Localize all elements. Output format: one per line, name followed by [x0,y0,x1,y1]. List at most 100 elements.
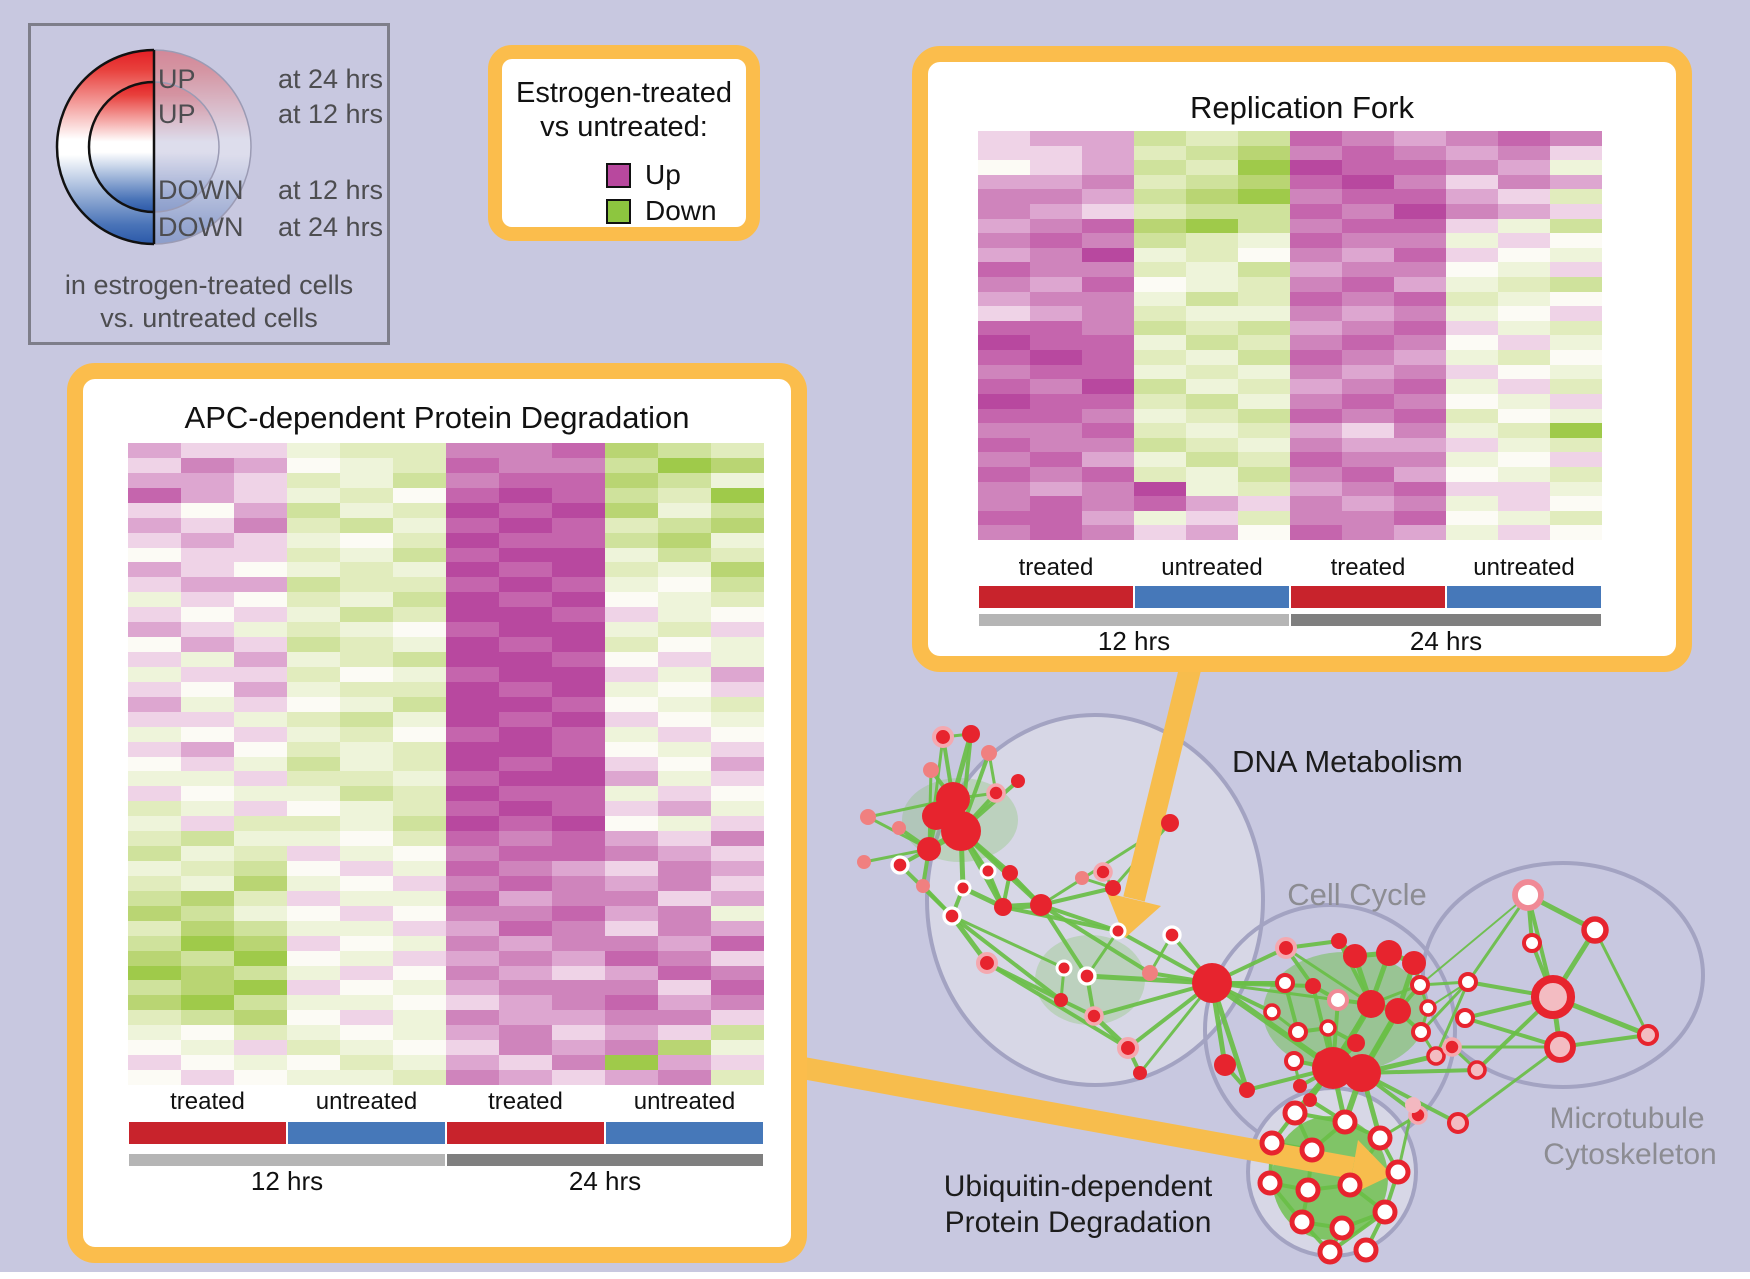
heatmap-cell [1498,452,1550,467]
heatmap-cell [658,1070,711,1085]
heatmap-cell [1446,437,1498,453]
heatmap-cell [1498,423,1550,438]
heatmap-cell [287,607,340,623]
heatmap-cell [978,525,1030,540]
heatmap-cell [1342,291,1394,307]
heatmap-cell [181,607,234,623]
heatmap-cell [1238,320,1290,336]
heatmap-cell [393,801,446,817]
heatmap-cell [128,1025,181,1041]
heatmap-cell [605,652,658,667]
heatmap-cell [1290,379,1342,394]
heatmap-cell [711,652,764,667]
heatmap-cell [552,487,605,503]
apc-time-label: 24 hrs [568,1166,642,1196]
rf-panel-title: Replication Fork [1190,90,1414,125]
heatmap-cell [1550,247,1602,263]
heatmap-cell [1030,525,1082,540]
heatmap-cell [1550,277,1602,292]
heatmap-cell [234,517,287,533]
heatmap-cell [1082,145,1134,161]
heatmap-cell [552,532,605,548]
heatmap-cell [234,443,287,458]
heatmap-cell [181,1040,234,1056]
heatmap-cell [446,1055,499,1071]
heatmap-cell [1134,218,1186,234]
heatmap-cell [711,756,764,772]
heatmap-cell [1134,320,1186,336]
heatmap-cell [711,547,764,563]
heatmap-cell [658,965,711,981]
heatmap-cell [658,502,711,518]
heatmap-cell [1238,218,1290,234]
heatmap-cell [552,920,605,936]
heatmap-cell [181,637,234,653]
heatmap-cell [658,472,711,488]
heatmap-cell [1446,218,1498,234]
heatmap-cell [1134,204,1186,219]
heatmap-cell [1238,204,1290,219]
heatmap-cell [605,950,658,966]
heatmap-cell [711,696,764,712]
heatmap-cell [605,517,658,533]
heatmap-cell [1394,320,1446,336]
heatmap-cell [499,577,552,593]
heatmap-cell [287,905,340,921]
heatmap-cell [128,637,181,653]
heatmap-cell [978,350,1030,365]
network-node [1411,1022,1431,1042]
rf-time-label: 24 hrs [1409,626,1483,656]
heatmap-cell [658,756,711,772]
network-node [1284,1051,1304,1071]
heatmap-cell [711,1010,764,1026]
heatmap-cell [978,145,1030,161]
heatmap-cell [393,607,446,623]
heatmap-cell [1134,291,1186,307]
heatmap-cell [287,831,340,847]
heatmap-cell [340,457,393,473]
heatmap-cell [340,741,393,757]
heatmap-cell [658,517,711,533]
network-node [1337,1172,1363,1198]
heatmap-cell [605,935,658,951]
heatmap-cell [128,801,181,817]
network-node [1093,862,1113,882]
network-node [1347,1034,1365,1052]
heatmap-cell [287,696,340,712]
heatmap-cell [499,980,552,996]
heatmap-cell [340,562,393,578]
heatmap-cell [287,622,340,638]
heatmap-cell [234,965,287,981]
heatmap-cell [340,592,393,608]
heatmap-cell [711,502,764,518]
heatmap-cell [1394,335,1446,351]
network-edge [950,914,1063,1002]
heatmap-cell [552,950,605,966]
heatmap-cell [1550,233,1602,248]
heatmap-cell [1394,160,1446,175]
heatmap-cell [128,696,181,712]
heatmap-cell [287,472,340,488]
heatmap-cell [1394,379,1446,394]
heatmap-cell [552,1010,605,1026]
heatmap-cell [499,965,552,981]
heatmap-cell [1550,452,1602,467]
heatmap-cell [393,1055,446,1071]
heatmap-cell [1030,204,1082,219]
heatmap-cell [234,532,287,548]
heatmap-cell [1342,131,1394,146]
heatmap-cell [1290,408,1342,424]
heatmap-cell [1186,510,1238,526]
rf-group-label: untreated [1473,554,1575,581]
heatmap-cell [234,950,287,966]
heatmap-cell [340,875,393,891]
heatmap-cell [234,577,287,593]
heatmap-cell [1030,452,1082,467]
heatmap-cell [658,562,711,578]
heatmap-cell [499,816,552,832]
heatmap-cell [1134,481,1186,497]
heatmap-cell [446,457,499,473]
heatmap-cell [1342,262,1394,278]
heatmap-cell [1082,277,1134,292]
heatmap-cell [234,711,287,727]
